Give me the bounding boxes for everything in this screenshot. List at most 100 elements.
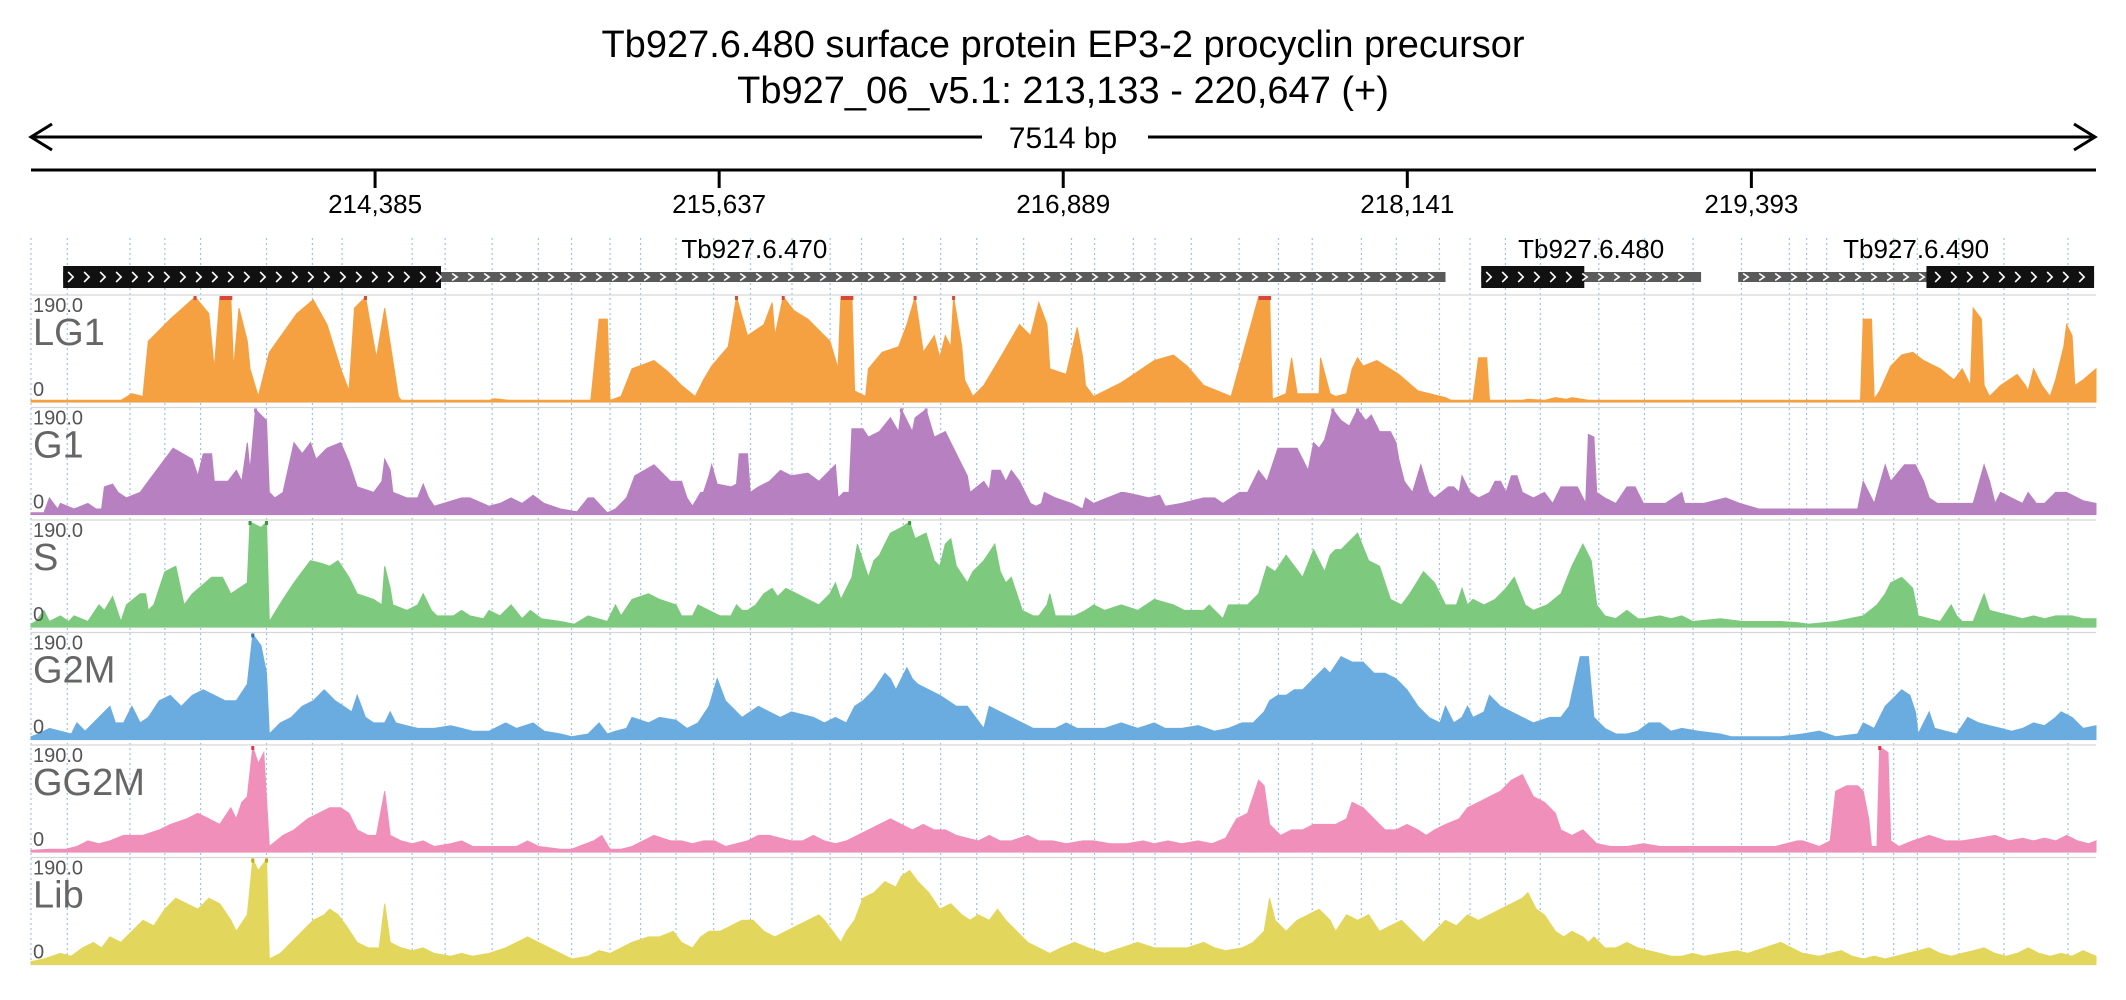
strand-chevron-icon [707, 272, 715, 282]
coverage-area [30, 520, 2097, 628]
strand-chevron-icon [371, 271, 379, 283]
strand-chevron-icon [1950, 271, 1958, 283]
strand-chevron-icon [1629, 272, 1637, 282]
strand-chevron-icon [2046, 271, 2054, 283]
coverage-area [30, 857, 2097, 965]
strand-chevron-icon [675, 272, 683, 282]
strand-chevron-icon [1139, 272, 1147, 282]
strand-chevron-icon [1187, 272, 1195, 282]
coverage-tracks: 190.0LG10190.0G10190.0S0190.0G2M0190.0GG… [30, 294, 2097, 966]
strand-chevron-icon [67, 271, 75, 283]
strand-chevron-icon [1902, 272, 1910, 282]
overflow-marker [913, 296, 917, 300]
track-max-label: 190.0 [33, 408, 83, 430]
strand-chevron-icon [1011, 272, 1019, 282]
x-tick-label: 218,141 [1360, 189, 1454, 219]
overflow-marker [1331, 408, 1335, 413]
strand-chevron-icon [659, 272, 667, 282]
strand-chevron-icon [643, 272, 651, 282]
gene-model[interactable]: Tb927.6.490 [1738, 234, 2095, 288]
gene-model[interactable]: Tb927.6.480 [1481, 234, 1702, 288]
overflow-marker [251, 633, 255, 638]
strand-chevron-icon [1581, 272, 1589, 282]
strand-chevron-icon [1645, 272, 1653, 282]
strand-chevron-icon [1075, 272, 1083, 282]
strand-chevron-icon [483, 272, 491, 282]
strand-chevron-icon [99, 271, 107, 283]
gene-label: Tb927.6.480 [1518, 234, 1664, 264]
strand-chevron-icon [1886, 272, 1894, 282]
strand-chevron-icon [1982, 271, 1990, 283]
strand-chevron-icon [2030, 271, 2038, 283]
strand-chevron-icon [419, 271, 427, 283]
strand-chevron-icon [1123, 272, 1131, 282]
overflow-marker [251, 746, 255, 750]
strand-chevron-icon [1677, 272, 1685, 282]
strand-chevron-icon [627, 272, 635, 282]
strand-chevron-icon [1934, 271, 1942, 283]
strand-chevron-icon [275, 271, 283, 283]
track-name-label: GG2M [33, 762, 145, 804]
strand-chevron-icon [131, 271, 139, 283]
track-min-label: 0 [33, 379, 44, 401]
overflow-marker [734, 296, 738, 300]
chart-title: Tb927.6.480 surface protein EP3-2 procyc… [601, 24, 1525, 66]
strand-chevron-icon [899, 272, 907, 282]
strand-chevron-icon [1838, 272, 1846, 282]
overflow-marker [265, 858, 269, 863]
strand-chevron-icon [1533, 271, 1541, 283]
strand-chevron-icon [851, 272, 859, 282]
span-ruler: 7514 bp [28, 122, 2098, 155]
strand-chevron-icon [1501, 271, 1509, 283]
strand-chevron-icon [1742, 272, 1750, 282]
strand-chevron-icon [1822, 272, 1830, 282]
overflow-marker [1878, 746, 1882, 750]
strand-chevron-icon [291, 271, 299, 283]
strand-chevron-icon [1395, 272, 1403, 282]
coverage-track-g1: 190.0G1 0 [30, 406, 2097, 516]
gene-model[interactable]: Tb927.6.470 [63, 234, 1446, 288]
strand-chevron-icon [755, 272, 763, 282]
gene-utr [1738, 272, 2095, 282]
strand-chevron-icon [147, 271, 155, 283]
strand-chevron-icon [883, 272, 891, 282]
strand-chevron-icon [163, 271, 171, 283]
strand-chevron-icon [259, 271, 267, 283]
strand-chevron-icon [547, 272, 555, 282]
strand-chevron-icon [515, 272, 523, 282]
overflow-marker [265, 521, 269, 525]
strand-chevron-icon [1998, 271, 2006, 283]
strand-chevron-icon [1774, 272, 1782, 282]
strand-chevron-icon [1565, 271, 1573, 283]
strand-chevron-icon [1597, 272, 1605, 282]
strand-chevron-icon [227, 271, 235, 283]
track-max-label: 190.0 [33, 858, 83, 880]
strand-chevron-icon [307, 271, 315, 283]
track-name-label: G1 [33, 425, 84, 467]
right-arrow-icon [2073, 122, 2098, 152]
strand-chevron-icon [1790, 272, 1798, 282]
overflow-marker [908, 521, 912, 525]
strand-chevron-icon [355, 271, 363, 283]
strand-chevron-icon [1155, 272, 1163, 282]
strand-chevron-icon [1806, 272, 1814, 282]
overflow-marker [781, 296, 785, 300]
overflow-marker [251, 858, 255, 863]
overflow-marker [248, 521, 252, 525]
x-tick-label: 214,385 [328, 189, 422, 219]
strand-chevron-icon [867, 272, 875, 282]
gene-cds [1926, 266, 2095, 288]
strand-chevron-icon [435, 271, 443, 283]
track-min-label: 0 [33, 604, 44, 626]
gene-cds [63, 266, 442, 288]
overflow-marker [219, 296, 233, 300]
strand-chevron-icon [83, 271, 91, 283]
strand-chevron-icon [2078, 271, 2086, 283]
strand-chevron-icon [1203, 272, 1211, 282]
strand-chevron-icon [1549, 271, 1557, 283]
gene-label: Tb927.6.470 [681, 234, 827, 264]
gene-utr [63, 272, 1446, 282]
track-min-label: 0 [33, 942, 44, 964]
